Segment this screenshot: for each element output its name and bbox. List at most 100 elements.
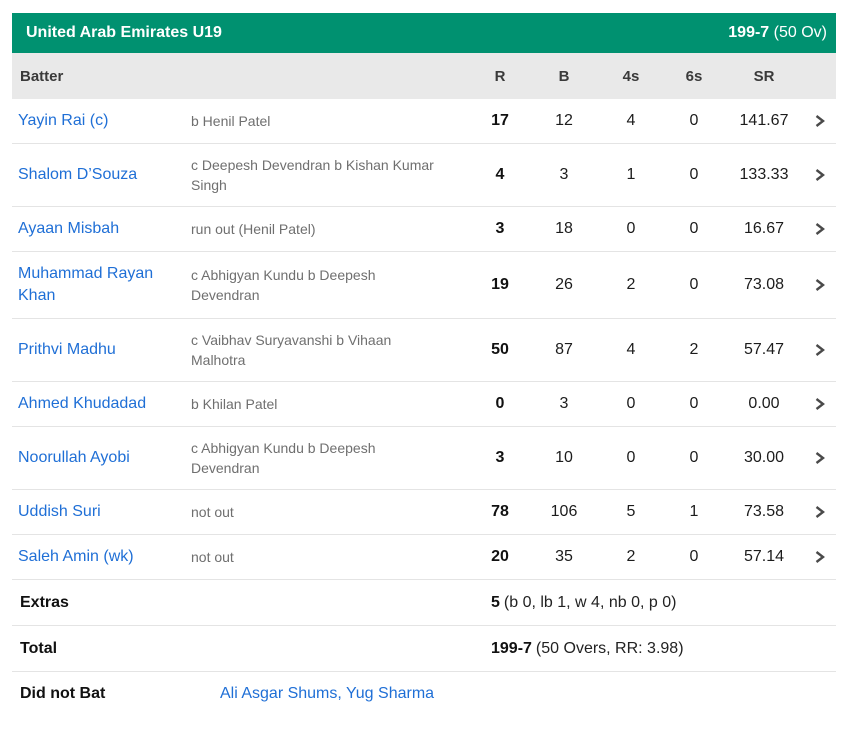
- score-value: 199-7: [728, 24, 770, 41]
- total-row: Total 199-7 (50 Overs, RR: 3.98): [12, 626, 836, 672]
- overs-value: (50 Ov): [773, 24, 827, 41]
- sixes-value: 0: [689, 112, 699, 129]
- chevron-right-icon[interactable]: [802, 277, 836, 293]
- chevron-right-icon[interactable]: [802, 167, 836, 183]
- innings-header[interactable]: United Arab Emirates U19 199-7 (50 Ov): [12, 13, 836, 53]
- table-row[interactable]: Ahmed Khudadad b Khilan Patel 0 3 0 0 0.…: [12, 382, 836, 427]
- balls-value: 26: [555, 276, 573, 293]
- chevron-right-icon[interactable]: [802, 450, 836, 466]
- balls-value: 106: [550, 503, 578, 520]
- chevron-right-icon[interactable]: [802, 396, 836, 412]
- column-runs: R: [494, 67, 506, 85]
- strike-rate-value: 57.47: [743, 341, 785, 358]
- dismissal-text: c Deepesh Devendran b Kishan Kumar Singh: [191, 157, 434, 193]
- runs-value: 3: [495, 449, 505, 466]
- sixes-value: 0: [689, 276, 699, 293]
- table-row[interactable]: Yayin Rai (c) b Henil Patel 17 12 4 0 14…: [12, 99, 836, 144]
- fours-value: 0: [626, 220, 636, 237]
- runs-value: 0: [495, 395, 505, 412]
- balls-value: 3: [559, 166, 569, 183]
- strike-rate-value: 73.58: [743, 503, 785, 520]
- column-batter: Batter: [20, 67, 64, 85]
- column-fours: 4s: [622, 67, 640, 85]
- column-sixes: 6s: [685, 67, 703, 85]
- column-strike-rate: SR: [753, 67, 775, 85]
- balls-value: 87: [555, 341, 573, 358]
- batter-name-link[interactable]: Noorullah Ayobi: [18, 449, 130, 466]
- runs-value: 78: [491, 503, 509, 520]
- sixes-value: 2: [689, 341, 699, 358]
- strike-rate-value: 30.00: [743, 449, 785, 466]
- extras-row: Extras 5 (b 0, lb 1, w 4, nb 0, p 0): [12, 580, 836, 626]
- sixes-value: 0: [689, 548, 699, 565]
- dismissal-text: c Vaibhav Suryavanshi b Vihaan Malhotra: [191, 332, 392, 368]
- table-row[interactable]: Noorullah Ayobi c Abhigyan Kundu b Deepe…: [12, 427, 836, 490]
- dismissal-text: c Abhigyan Kundu b Deepesh Devendran: [191, 267, 376, 303]
- batters-list: Yayin Rai (c) b Henil Patel 17 12 4 0 14…: [12, 99, 836, 580]
- balls-value: 35: [555, 548, 573, 565]
- strike-rate-value: 73.08: [743, 276, 785, 293]
- dismissal-text: c Abhigyan Kundu b Deepesh Devendran: [191, 440, 376, 476]
- balls-value: 3: [559, 395, 569, 412]
- chevron-right-icon[interactable]: [802, 113, 836, 129]
- dismissal-text: b Khilan Patel: [191, 396, 278, 412]
- batter-name-link[interactable]: Prithvi Madhu: [18, 341, 116, 358]
- table-row[interactable]: Uddish Suri not out 78 106 5 1 73.58: [12, 490, 836, 535]
- sixes-value: 1: [689, 503, 699, 520]
- fours-value: 2: [626, 276, 636, 293]
- dismissal-text: not out: [191, 504, 234, 520]
- batter-name-link[interactable]: Ahmed Khudadad: [18, 395, 147, 412]
- fours-value: 2: [626, 548, 636, 565]
- table-row[interactable]: Ayaan Misbah run out (Henil Patel) 3 18 …: [12, 207, 836, 252]
- fours-value: 0: [626, 449, 636, 466]
- balls-value: 10: [555, 449, 573, 466]
- sixes-value: 0: [689, 166, 699, 183]
- team-name: United Arab Emirates U19: [26, 24, 222, 41]
- strike-rate-value: 0.00: [748, 395, 780, 412]
- table-row[interactable]: Saleh Amin (wk) not out 20 35 2 0 57.14: [12, 535, 836, 580]
- fours-value: 1: [626, 166, 636, 183]
- strike-rate-value: 16.67: [743, 220, 785, 237]
- sixes-value: 0: [689, 395, 699, 412]
- extras-label: Extras: [20, 593, 69, 611]
- chevron-right-icon[interactable]: [802, 549, 836, 565]
- fours-value: 0: [626, 395, 636, 412]
- strike-rate-value: 57.14: [743, 548, 785, 565]
- balls-value: 12: [555, 112, 573, 129]
- did-not-bat-label: Did not Bat: [20, 684, 106, 702]
- batter-name-link[interactable]: Ayaan Misbah: [18, 220, 120, 237]
- chevron-right-icon[interactable]: [802, 504, 836, 520]
- runs-value: 20: [491, 548, 509, 565]
- innings-score: 199-7 (50 Ov): [728, 24, 827, 42]
- fours-value: 4: [626, 341, 636, 358]
- batter-name-link[interactable]: Shalom D’Souza: [18, 166, 138, 183]
- did-not-bat-names-link[interactable]: Ali Asgar Shums, Yug Sharma: [220, 684, 435, 702]
- dismissal-text: not out: [191, 549, 234, 565]
- total-value: 199-7 (50 Overs, RR: 3.98): [491, 639, 684, 657]
- dismissal-text: run out (Henil Patel): [191, 221, 316, 237]
- table-row[interactable]: Muhammad Rayan Khan c Abhigyan Kundu b D…: [12, 252, 836, 319]
- strike-rate-value: 133.33: [739, 166, 789, 183]
- batter-name-link[interactable]: Uddish Suri: [18, 503, 101, 520]
- runs-value: 17: [491, 112, 509, 129]
- runs-value: 4: [495, 166, 505, 183]
- batter-name-link[interactable]: Saleh Amin (wk): [18, 548, 134, 565]
- fours-value: 4: [626, 112, 636, 129]
- table-row[interactable]: Shalom D’Souza c Deepesh Devendran b Kis…: [12, 144, 836, 207]
- table-column-header: Batter R B 4s 6s SR: [12, 53, 836, 99]
- extras-value: 5 (b 0, lb 1, w 4, nb 0, p 0): [491, 593, 677, 611]
- chevron-right-icon[interactable]: [802, 342, 836, 358]
- balls-value: 18: [555, 220, 573, 237]
- batter-name-link[interactable]: Muhammad Rayan Khan: [18, 265, 154, 304]
- dismissal-text: b Henil Patel: [191, 113, 271, 129]
- chevron-right-icon[interactable]: [802, 221, 836, 237]
- runs-value: 3: [495, 220, 505, 237]
- runs-value: 19: [491, 276, 509, 293]
- sixes-value: 0: [689, 449, 699, 466]
- table-row[interactable]: Prithvi Madhu c Vaibhav Suryavanshi b Vi…: [12, 319, 836, 382]
- runs-value: 50: [491, 341, 509, 358]
- sixes-value: 0: [689, 220, 699, 237]
- total-label: Total: [20, 639, 58, 657]
- batter-name-link[interactable]: Yayin Rai (c): [18, 112, 109, 129]
- scorecard: United Arab Emirates U19 199-7 (50 Ov) B…: [12, 13, 836, 715]
